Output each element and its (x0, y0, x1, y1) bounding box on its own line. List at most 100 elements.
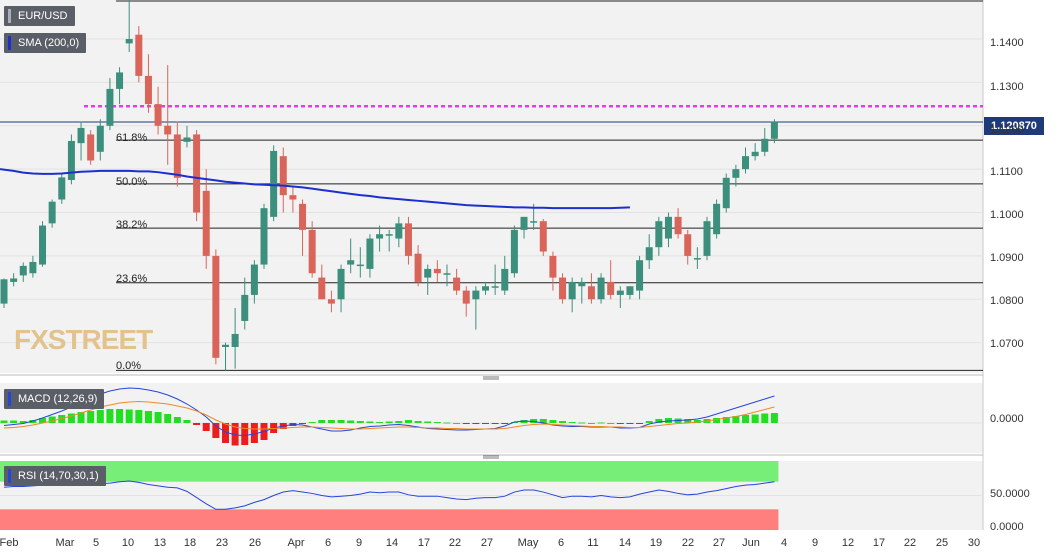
symbol-label[interactable]: EUR/USD (4, 6, 75, 26)
macd-histogram-bar (48, 416, 56, 423)
macd-signal-line (3, 400, 775, 430)
x-tick-label: 18 (183, 537, 197, 549)
macd-histogram-bar (655, 419, 663, 423)
x-tick-label: 27 (480, 537, 494, 549)
macd-histogram-bar (96, 410, 104, 423)
macd-legend-text: MACD (12,26,9) (18, 393, 98, 405)
macd-histogram-bar (732, 416, 740, 423)
candle-body (279, 156, 287, 196)
candle-body (395, 223, 403, 239)
macd-legend[interactable]: MACD (12,26,9) (4, 389, 105, 409)
candle-body (385, 234, 393, 236)
candle-body (645, 247, 653, 261)
candle-body (713, 203, 721, 235)
macd-histogram-bar (327, 420, 335, 423)
x-tick-label: 4 (780, 537, 788, 549)
macd-histogram-bar (722, 417, 730, 423)
macd-histogram-bar (395, 421, 403, 423)
candle-body (482, 286, 489, 291)
candle-body (539, 221, 547, 252)
candle-body (722, 177, 730, 209)
candle-body (559, 277, 567, 300)
candle-body (327, 299, 335, 304)
candle-body (376, 234, 384, 239)
candle-body (106, 88, 114, 126)
candle-body (472, 290, 480, 300)
macd-histogram-bar (751, 414, 759, 423)
x-tick-label: 5 (92, 537, 100, 549)
sma-legend-text: SMA (200,0) (18, 37, 80, 49)
macd-histogram-bar (684, 419, 692, 423)
candle-body (289, 195, 297, 200)
x-tick-label: 30 (967, 537, 981, 549)
macd-histogram-bar (770, 413, 778, 423)
macd-histogram-bar (356, 421, 364, 423)
fib-label-0-0: 0.0% (116, 360, 142, 372)
macd-histogram-bar (501, 423, 509, 424)
macd-histogram-bar (19, 421, 27, 423)
candle-body (664, 216, 672, 239)
candle-body (761, 138, 769, 152)
y-tick-label: 1.1400 (990, 37, 1024, 49)
candle-body (433, 268, 441, 274)
y-tick-label: 1.1200 (990, 124, 1024, 136)
x-tick-label: 11 (587, 537, 599, 549)
candle-body (501, 268, 509, 291)
rsi-oversold-band (0, 509, 779, 530)
watermark-accent: STREET (47, 324, 153, 355)
candle-body (135, 34, 143, 76)
candle-body (703, 221, 711, 256)
candle-body (29, 261, 37, 274)
pane-divider-1[interactable] (0, 374, 983, 380)
candle-body (202, 190, 210, 256)
fib-label-50-0: 50.0% (116, 176, 148, 188)
candle-body (173, 134, 181, 178)
candle-body (549, 255, 557, 278)
x-tick-label: 26 (248, 537, 262, 549)
y-tick-label: 1.1000 (990, 209, 1024, 221)
x-tick-label: 17 (872, 537, 886, 549)
candle-body (164, 125, 172, 135)
macd-histogram-bar (453, 423, 461, 424)
candle-body (404, 223, 412, 256)
x-tick-label: 14 (385, 537, 399, 549)
candle-body (154, 104, 162, 126)
candle-body (299, 203, 307, 230)
x-tick-label: Mar (55, 537, 75, 549)
candle-body (578, 281, 586, 287)
x-tick-label: 13 (153, 537, 167, 549)
candle-body (0, 279, 8, 304)
x-tick-label: 17 (417, 537, 431, 549)
macd-histogram-bar (626, 423, 634, 424)
candle-body (530, 221, 538, 223)
sma-200-line (0, 168, 630, 210)
pane-divider-2[interactable] (0, 454, 983, 459)
macd-histogram-bar (144, 411, 152, 423)
macd-histogram-bar (154, 412, 162, 423)
macd-histogram-bar (173, 417, 181, 423)
candle-body (655, 221, 663, 248)
candle-body (250, 264, 258, 295)
candle-body (356, 264, 364, 267)
macd-histogram-bar (308, 422, 316, 423)
y-tick-label: 1.1100 (990, 166, 1023, 178)
candle-body (568, 281, 576, 300)
candle-body (96, 125, 104, 152)
candle-body (626, 286, 634, 295)
x-tick-label: 9 (811, 537, 819, 549)
macd-histogram-bar (106, 409, 114, 423)
rsi-legend[interactable]: RSI (14,70,30,1) (4, 466, 106, 486)
x-tick-label: May (517, 537, 539, 549)
candle-body (39, 225, 47, 265)
candle-body (193, 134, 201, 213)
rsi-tick-label: 0.0000 (990, 521, 1024, 533)
x-tick-label: 14 (618, 537, 632, 549)
candle-body (510, 229, 518, 274)
macd-histogram-bar (299, 423, 307, 424)
candle-body (48, 201, 56, 224)
candle-body (67, 140, 75, 180)
macd-histogram-bar (761, 413, 769, 423)
sma-legend[interactable]: SMA (200,0) (4, 33, 87, 53)
x-tick-label: 22 (903, 537, 917, 549)
